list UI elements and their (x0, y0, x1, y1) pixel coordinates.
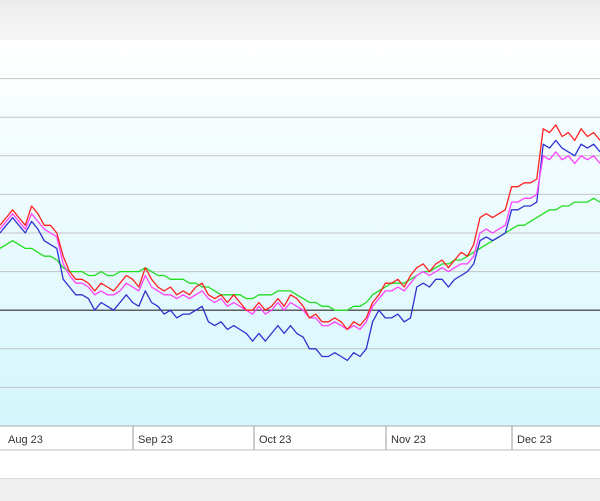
x-tick-label: Sep 23 (138, 434, 173, 446)
x-tick-label: Oct 23 (259, 434, 291, 446)
x-tick-label: Aug 23 (8, 434, 43, 446)
x-tick-label: Nov 23 (391, 434, 426, 446)
chart-panel: Aug 23 Sep 23 Oct 23 Nov 23 Dec 23 (0, 40, 600, 478)
series-line-2 (0, 139, 600, 362)
series-line-0 (0, 124, 600, 331)
line-chart: Aug 23 Sep 23 Oct 23 Nov 23 Dec 23 (0, 40, 600, 451)
bottom-scrollbar[interactable] (0, 478, 600, 501)
top-toolbar (0, 0, 600, 41)
x-tick-label: Dec 23 (517, 434, 552, 446)
series-line-1 (0, 151, 600, 331)
